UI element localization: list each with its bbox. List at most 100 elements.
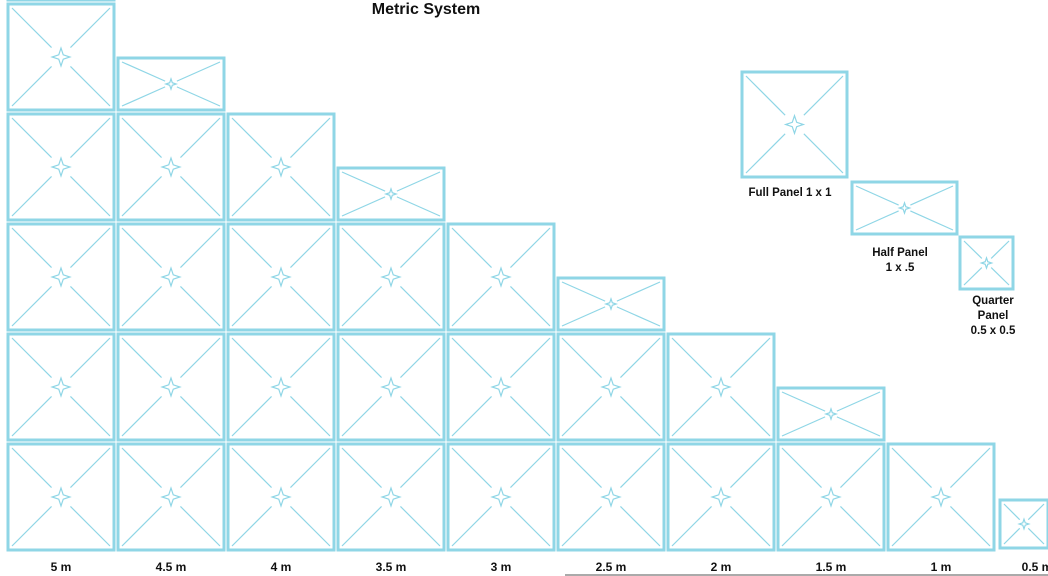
diagonal-line (180, 286, 221, 327)
center-star-icon (979, 255, 994, 271)
diagonal-line (400, 506, 441, 547)
full-panel (6, 442, 116, 552)
legend-half: Half Panel 1 x .5 (850, 180, 959, 274)
width-label: 5 m (51, 560, 72, 574)
diagonal-line (180, 337, 221, 378)
full-panel (446, 442, 556, 552)
diagonal-line (803, 75, 844, 116)
center-star-icon (490, 486, 512, 508)
half-panel (116, 56, 226, 112)
diagonal-line (990, 267, 1010, 286)
diagonal-line (121, 286, 162, 327)
diagonal-line (671, 337, 712, 378)
diagonal-line (341, 286, 382, 327)
diagonal-line (671, 506, 712, 547)
diagonal-line (963, 267, 983, 286)
full-panel (116, 222, 226, 332)
diagonal-line (396, 196, 441, 217)
diagonal-line (745, 133, 786, 174)
diagonal-line (70, 337, 111, 378)
half-panel (776, 386, 886, 442)
center-star-icon (490, 376, 512, 398)
diagonal-line (290, 337, 331, 378)
width-label: 0.5 m (1022, 560, 1048, 574)
diagonal-line (176, 61, 221, 82)
full-panel (6, 332, 116, 442)
width-label: 4.5 m (156, 560, 187, 574)
center-star-icon (160, 266, 182, 288)
full-panel (116, 112, 226, 222)
panel-grid (6, 0, 1048, 552)
diagonal-line (290, 396, 331, 437)
center-star-icon (160, 156, 182, 178)
diagonal-line (180, 506, 221, 547)
full-panel (336, 222, 446, 332)
center-star-icon (270, 376, 292, 398)
diagonal-line (231, 506, 272, 547)
diagonal-line (620, 447, 661, 488)
diagonal-line (730, 396, 771, 437)
diagonal-line (781, 447, 822, 488)
diagonal-line (561, 396, 602, 437)
full-panel (226, 442, 336, 552)
diagonal-line (11, 337, 52, 378)
diagonal-line (70, 227, 111, 268)
diagonal-line (176, 86, 221, 107)
legend-quarter-label: Panel (978, 310, 1009, 322)
diagonal-line (730, 337, 771, 378)
diagonal-line (121, 86, 166, 107)
diagonal-line (121, 61, 166, 82)
diagonal-line (451, 396, 492, 437)
diagonal-line (451, 337, 492, 378)
diagonal-line (561, 306, 606, 327)
full-panel (336, 332, 446, 442)
diagonal-line (11, 286, 52, 327)
diagonal-line (231, 447, 272, 488)
panel-frame (850, 180, 959, 236)
diagonal-line (400, 337, 441, 378)
center-star-icon (783, 113, 806, 136)
center-star-icon (270, 156, 292, 178)
quarter-panel (998, 498, 1048, 550)
diagonal-line (231, 117, 272, 158)
center-star-icon (930, 486, 952, 508)
half-panel (556, 276, 666, 332)
center-star-icon (160, 376, 182, 398)
legend-quarter: Quarter Panel 0.5 x 0.5 (958, 235, 1016, 337)
diagonal-line (510, 227, 551, 268)
diagonal-line (891, 447, 932, 488)
diagonal-line (11, 117, 52, 158)
center-star-icon (380, 486, 402, 508)
diagonal-line (620, 337, 661, 378)
diagonal-line (836, 391, 881, 412)
diagonal-line (781, 506, 822, 547)
diagonal-line (341, 171, 386, 192)
center-star-icon (710, 376, 732, 398)
legend-half-label: 1 x .5 (886, 262, 915, 274)
center-star-icon (600, 376, 622, 398)
diagonal-line (341, 337, 382, 378)
diagonal-line (70, 176, 111, 217)
half-panel (336, 166, 446, 222)
width-label: 1 m (931, 560, 952, 574)
full-panel (226, 332, 336, 442)
diagonal-line (1003, 527, 1021, 545)
full-panel (556, 332, 666, 442)
center-star-icon (270, 486, 292, 508)
full-panel (556, 442, 666, 552)
diagonal-line (730, 506, 771, 547)
center-star-icon (823, 406, 839, 422)
diagonal-line (231, 227, 272, 268)
diagonal-line (341, 447, 382, 488)
diagonal-line (891, 506, 932, 547)
panel-frame (776, 386, 886, 442)
full-panel (116, 332, 226, 442)
diagonal-line (616, 281, 661, 302)
center-star-icon (50, 486, 72, 508)
diagonal-line (121, 447, 162, 488)
diagonal-line (121, 506, 162, 547)
diagonal-line (963, 240, 983, 259)
diagonal-line (400, 396, 441, 437)
diagonal-line (11, 7, 52, 48)
diagonal-line (341, 396, 382, 437)
